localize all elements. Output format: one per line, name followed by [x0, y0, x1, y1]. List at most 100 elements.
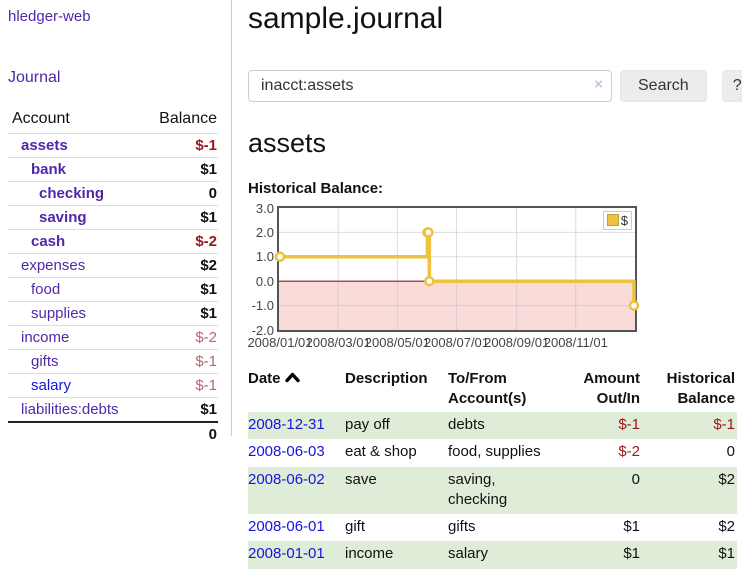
description-column-header: Description [345, 369, 428, 387]
sidebar-account-link[interactable]: supplies [31, 305, 87, 322]
account-balance: $1 [141, 205, 218, 230]
account-row: checking 0 [8, 181, 218, 206]
account-name-cell: bank [8, 157, 142, 182]
x-axis-tick-label: 2008/03/01 [305, 334, 371, 350]
transaction-amount: $-1 [618, 416, 640, 434]
total-balance: 0 [141, 421, 218, 446]
x-axis-tick-label: 2008/05/01 [364, 334, 430, 350]
account-balance: $2 [141, 253, 218, 278]
account-row: bank $1 [8, 157, 218, 182]
search-input[interactable] [248, 69, 612, 102]
account-balance: $-1 [141, 349, 218, 374]
transaction-date-cell: 2008-06-01 [248, 514, 345, 541]
transaction-balance: 0 [726, 443, 735, 461]
account-name-cell: assets [8, 133, 142, 158]
account-balance: $-1 [141, 133, 218, 158]
account-balance: $1 [141, 157, 218, 182]
sidebar-account-link[interactable]: checking [39, 185, 105, 202]
search-button[interactable]: Search [620, 69, 707, 102]
transaction-description: save [345, 470, 377, 488]
account-row: gifts $-1 [8, 349, 218, 374]
accounts-column-header: To/From Account(s) [448, 369, 527, 407]
transaction-date-cell: 2008-06-02 [248, 467, 345, 515]
account-row: expenses $2 [8, 253, 218, 278]
sidebar-account-link[interactable]: cash [31, 233, 66, 250]
sidebar-account-link[interactable]: saving [39, 209, 87, 226]
transaction-amount: $-2 [618, 443, 640, 461]
transaction-accounts: debts [448, 416, 485, 434]
sidebar-account-link[interactable]: income [21, 329, 70, 346]
account-name-cell: saving [8, 205, 142, 230]
transaction-date-link[interactable]: 2008-06-02 [248, 470, 325, 488]
sidebar-account-link[interactable]: gifts [31, 353, 59, 370]
register-row: 2008-06-01 gift gifts $1 $2 [248, 514, 737, 541]
balance-column-header-register: Historical Balance [666, 369, 735, 407]
chart-plot-area: $ [274, 205, 640, 332]
legend-label: $ [620, 212, 628, 228]
register-table: Date Description To/From Account(s) Amou… [248, 367, 737, 569]
brand-link[interactable]: hledger-web [8, 8, 91, 25]
register-row: 2008-12-31 pay off debts $-1 $-1 [248, 412, 737, 440]
total-row-spacer [8, 421, 142, 446]
sidebar-account-link[interactable]: bank [31, 161, 67, 178]
register-row: 2008-06-02 save saving, checking 0 $2 [248, 466, 737, 515]
sidebar-account-link[interactable]: assets [21, 137, 68, 154]
transaction-balance: $2 [718, 470, 735, 488]
account-balance: $1 [141, 397, 218, 422]
account-row: cash $-2 [8, 229, 218, 254]
account-name-cell: food [8, 277, 142, 302]
sidebar-account-link[interactable]: expenses [21, 257, 86, 274]
sidebar-account-link[interactable]: liabilities:debts [21, 401, 119, 418]
account-balance: $1 [141, 301, 218, 326]
transaction-date-cell: 2008-12-31 [248, 412, 345, 439]
amount-column-header: Amount Out/In [583, 369, 640, 407]
search-bar: × Search ? [248, 69, 742, 102]
page: hledger-web Journal Account Balance asse… [8, 0, 742, 569]
account-row: supplies $1 [8, 301, 218, 326]
transaction-date-link[interactable]: 2008-06-01 [248, 518, 325, 536]
transaction-date-cell: 2008-01-01 [248, 541, 345, 568]
clear-search-icon[interactable]: × [594, 75, 603, 93]
account-name-cell: salary [8, 373, 142, 398]
transaction-amount: $1 [623, 545, 640, 563]
transaction-amount: 0 [631, 470, 640, 488]
transaction-date-link[interactable]: 2008-01-01 [248, 545, 325, 563]
sidebar-item-journal[interactable]: Journal [8, 69, 61, 86]
account-name-cell: expenses [8, 253, 142, 278]
account-column-header: Account [12, 110, 70, 127]
search-input-wrap: × [248, 69, 612, 102]
transaction-description: gift [345, 518, 366, 536]
account-balances-table: Account Balance assets $-1 bank $1 checking 0… [8, 108, 218, 446]
account-row: assets $-1 [8, 133, 218, 158]
date-column-header[interactable]: Date [248, 367, 345, 413]
y-axis-tick-label: -1.0 [251, 298, 274, 314]
transaction-date-link[interactable]: 2008-12-31 [248, 416, 325, 434]
transaction-accounts: gifts [448, 518, 476, 536]
account-heading: assets [248, 127, 327, 158]
account-row: income $-2 [8, 325, 218, 350]
x-axis-tick-label: 2008/07/01 [423, 334, 490, 350]
help-button[interactable]: ? [721, 69, 742, 102]
main-content: sample.journal × Search ? assets Histori… [232, 0, 742, 569]
account-row: food $1 [8, 277, 218, 302]
account-balance: $-2 [141, 325, 218, 350]
sort-ascending-icon [284, 369, 300, 389]
sidebar-account-link[interactable]: salary [31, 377, 72, 394]
transaction-accounts: salary [448, 545, 489, 563]
transaction-description: income [345, 545, 394, 563]
transaction-description: pay off [345, 416, 390, 434]
balance-column-header: Balance [159, 110, 217, 127]
transaction-date-link[interactable]: 2008-06-03 [248, 443, 325, 461]
y-axis-tick-label: 3.0 [255, 200, 274, 216]
account-balance: $1 [141, 277, 218, 302]
sidebar-account-link[interactable]: food [31, 281, 61, 298]
register-row: 2008-06-03 eat & shop food, supplies $-2 0 [248, 439, 737, 466]
register-row: 2008-01-01 income salary $1 $1 [248, 541, 737, 569]
account-row: liabilities:debts $1 [8, 397, 218, 422]
page-title: sample.journal [248, 2, 444, 35]
account-balance: $-2 [141, 229, 218, 254]
account-name-cell: cash [8, 229, 142, 254]
account-name-cell: income [8, 325, 142, 350]
x-axis-tick-label: 2008/09/01 [484, 334, 550, 350]
account-balance: 0 [141, 181, 218, 206]
